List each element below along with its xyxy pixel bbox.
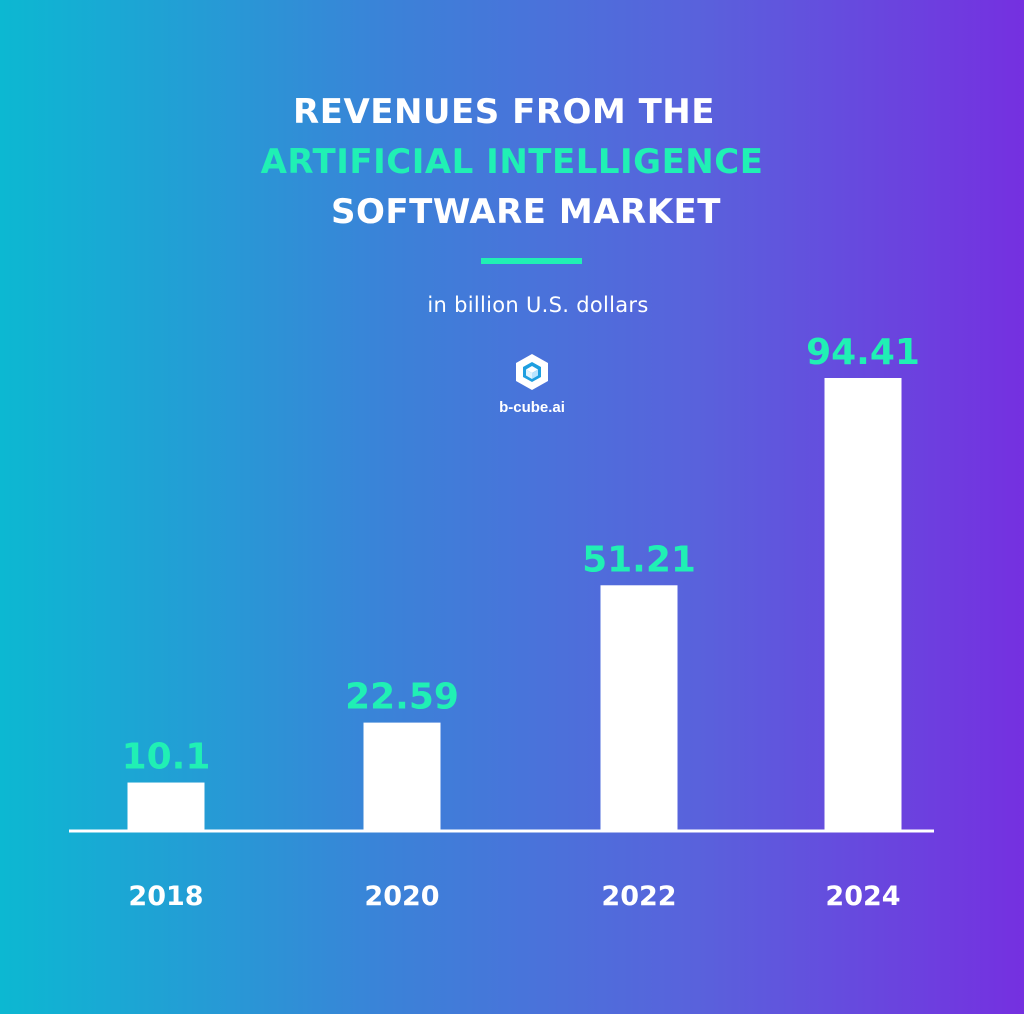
x-tick-label-2020: 2020 xyxy=(364,881,439,912)
chart-subtitle: in billion U.S. dollars xyxy=(427,293,649,317)
title-line-3: SOFTWARE MARKET xyxy=(331,192,721,232)
hexagon-cube-logo-icon xyxy=(516,354,548,390)
bar-2020 xyxy=(363,722,441,831)
title-line-2: ARTIFICIAL INTELLIGENCE xyxy=(260,142,764,182)
data-label-2020: 22.59 xyxy=(345,677,459,718)
data-label-2018: 10.1 xyxy=(122,737,211,778)
data-label-2024: 94.41 xyxy=(806,332,920,373)
bar-2024 xyxy=(824,378,902,831)
bar-2022 xyxy=(600,585,678,831)
brand-name: b-cube.ai xyxy=(499,399,565,416)
brand-logo: b-cube.ai xyxy=(470,352,594,416)
title-divider xyxy=(481,258,582,264)
x-tick-label-2018: 2018 xyxy=(128,881,203,912)
title-line-1: REVENUES FROM THE xyxy=(293,92,715,132)
data-label-2022: 51.21 xyxy=(582,539,696,580)
x-tick-label-2022: 2022 xyxy=(601,881,676,912)
bar-2018 xyxy=(127,782,205,831)
x-tick-label-2024: 2024 xyxy=(825,881,900,912)
